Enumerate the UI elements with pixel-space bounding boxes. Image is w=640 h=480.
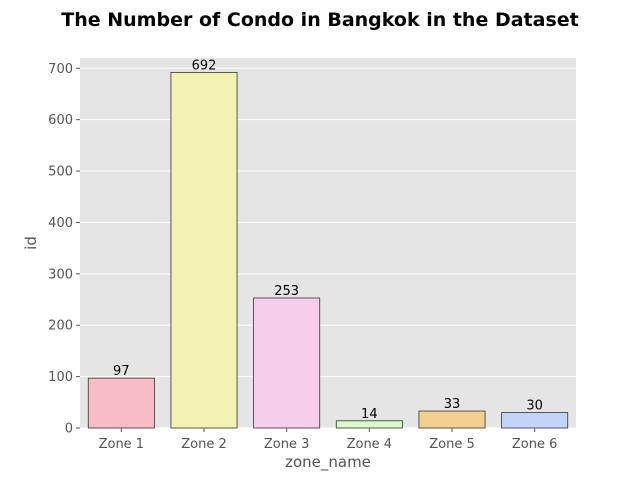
gridlines [80, 67, 576, 429]
bar-zone-4 [335, 420, 403, 429]
y-tick-label: 600 [48, 113, 73, 128]
x-tick-labels: Zone 1 Zone 2 Zone 3 Zone 4 Zone 5 Zone 6 [99, 428, 558, 452]
x-tick-label: Zone 2 [181, 437, 227, 452]
data-label: 97 [113, 364, 130, 379]
chart-title: The Number of Condo in Bangkok in the Da… [61, 9, 578, 31]
bar-zone-3 [253, 297, 321, 429]
y-tick-label: 0 [65, 422, 73, 437]
plot-area [80, 58, 576, 428]
x-tick-label: Zone 5 [429, 437, 475, 452]
bar-zone-1 [87, 377, 155, 429]
data-label: 692 [192, 58, 217, 73]
x-tick-label: Zone 1 [99, 437, 145, 452]
data-label: 33 [444, 397, 461, 412]
y-tick-label: 700 [48, 62, 73, 77]
bars: 97 692 253 14 33 30 [87, 58, 569, 429]
data-label: 14 [361, 407, 378, 422]
y-tick-label: 400 [48, 216, 73, 231]
data-label: 253 [274, 284, 299, 299]
bar-zone-5 [418, 410, 486, 429]
y-axis-label: id [22, 236, 40, 250]
y-tick-label: 300 [48, 267, 73, 282]
x-axis-label: zone_name [285, 453, 371, 472]
bar-zone-6 [501, 412, 569, 429]
y-tick-label: 500 [48, 165, 73, 180]
x-tick-label: Zone 4 [347, 437, 393, 452]
y-tick-labels: 0 100 200 300 400 500 600 700 [48, 62, 80, 437]
y-tick-label: 200 [48, 319, 73, 334]
data-label: 30 [526, 399, 543, 414]
y-tick-label: 100 [48, 370, 73, 385]
x-tick-label: Zone 3 [264, 437, 310, 452]
x-tick-label: Zone 6 [512, 437, 558, 452]
bar-zone-2 [170, 71, 238, 429]
